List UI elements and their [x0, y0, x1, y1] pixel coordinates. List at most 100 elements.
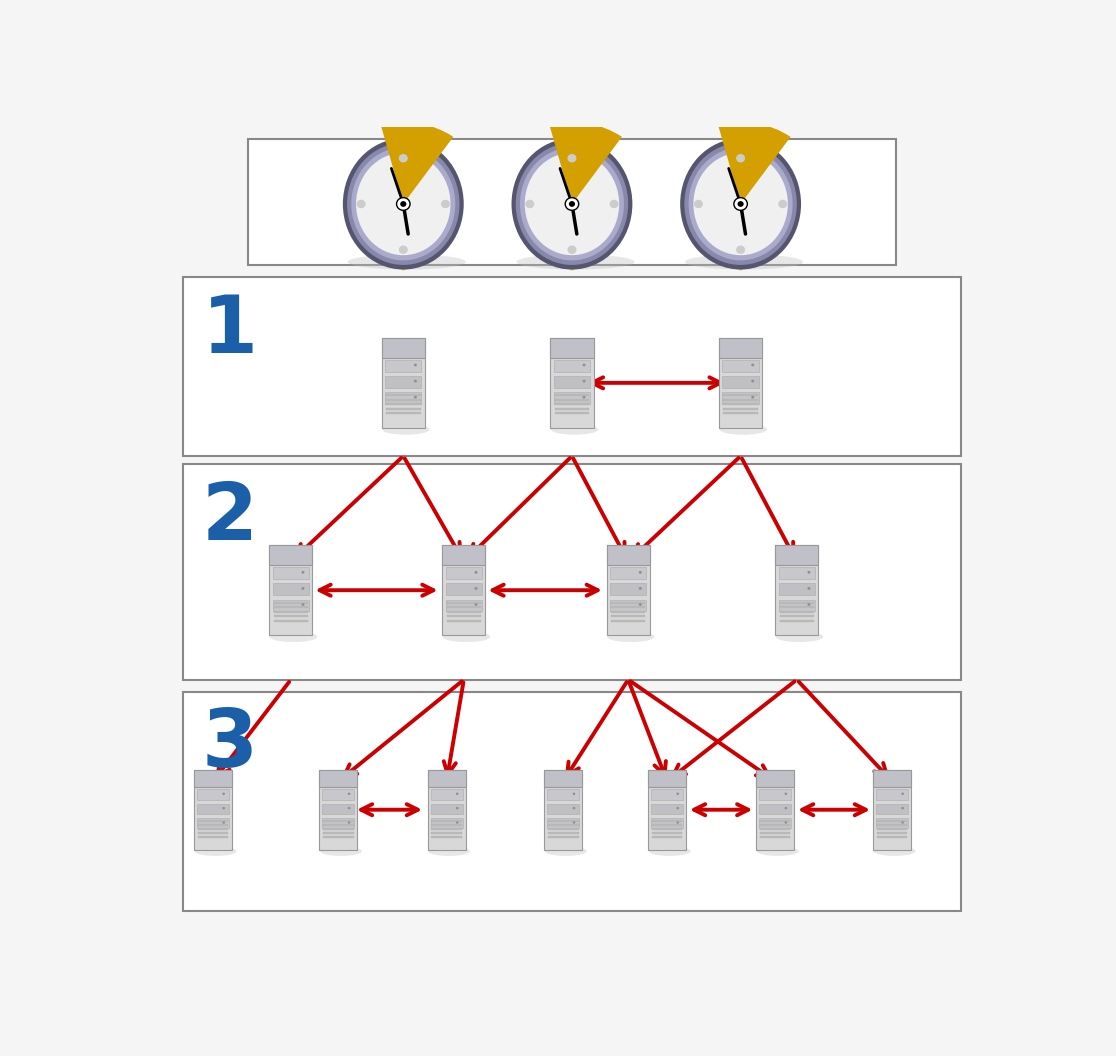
Bar: [759, 818, 791, 829]
Circle shape: [396, 197, 410, 210]
Ellipse shape: [685, 254, 804, 269]
Bar: [547, 818, 579, 829]
Bar: [547, 804, 579, 814]
Bar: [386, 412, 421, 414]
Bar: [431, 828, 462, 830]
Bar: [652, 828, 682, 830]
Bar: [719, 338, 762, 428]
Bar: [607, 546, 650, 635]
Bar: [324, 836, 354, 837]
Ellipse shape: [680, 138, 801, 269]
Bar: [198, 819, 229, 822]
Bar: [431, 819, 462, 822]
Bar: [610, 602, 645, 604]
Bar: [651, 790, 683, 799]
Bar: [760, 819, 790, 822]
Bar: [723, 412, 758, 414]
Bar: [319, 770, 357, 788]
Bar: [723, 408, 758, 410]
Circle shape: [441, 200, 450, 208]
Bar: [385, 376, 422, 388]
Circle shape: [474, 571, 478, 573]
Circle shape: [301, 571, 305, 573]
Bar: [779, 584, 815, 596]
Ellipse shape: [356, 153, 451, 256]
Ellipse shape: [443, 631, 490, 642]
Bar: [198, 818, 229, 829]
Circle shape: [785, 793, 787, 795]
Bar: [386, 399, 421, 400]
Bar: [269, 546, 312, 635]
Circle shape: [738, 201, 743, 207]
Bar: [319, 770, 357, 850]
Bar: [385, 392, 422, 403]
Bar: [723, 403, 758, 406]
Bar: [651, 804, 683, 814]
Ellipse shape: [348, 254, 465, 269]
Bar: [876, 818, 908, 829]
Circle shape: [301, 603, 305, 606]
Bar: [382, 338, 425, 358]
Text: 1: 1: [202, 291, 258, 370]
Bar: [648, 770, 686, 850]
Bar: [759, 790, 791, 799]
Bar: [194, 770, 232, 788]
Bar: [548, 819, 578, 822]
Ellipse shape: [382, 425, 430, 435]
Bar: [779, 567, 815, 579]
Bar: [610, 615, 645, 617]
Bar: [651, 818, 683, 829]
Bar: [877, 836, 907, 837]
Bar: [446, 610, 481, 612]
Circle shape: [222, 822, 225, 824]
Bar: [610, 620, 645, 622]
Bar: [198, 790, 229, 799]
Bar: [323, 818, 355, 829]
Circle shape: [526, 200, 535, 208]
Circle shape: [638, 587, 642, 590]
Bar: [723, 394, 758, 396]
Bar: [776, 546, 818, 635]
Circle shape: [583, 380, 586, 382]
Bar: [776, 546, 818, 565]
Circle shape: [751, 363, 754, 366]
Bar: [272, 567, 309, 579]
Circle shape: [455, 793, 459, 795]
Circle shape: [902, 807, 904, 809]
Bar: [759, 804, 791, 814]
Bar: [555, 412, 589, 414]
Bar: [431, 832, 462, 833]
Bar: [719, 338, 762, 358]
Text: 3: 3: [202, 706, 258, 785]
Bar: [324, 824, 354, 826]
Bar: [548, 832, 578, 833]
Bar: [554, 360, 590, 372]
Circle shape: [565, 197, 579, 210]
Circle shape: [348, 793, 350, 795]
Bar: [198, 804, 229, 814]
Bar: [198, 832, 229, 833]
Ellipse shape: [194, 847, 237, 856]
Ellipse shape: [520, 148, 624, 261]
Ellipse shape: [352, 148, 455, 261]
Bar: [648, 770, 686, 788]
Bar: [273, 620, 308, 622]
Circle shape: [902, 822, 904, 824]
Bar: [198, 824, 229, 826]
Ellipse shape: [320, 847, 362, 856]
Ellipse shape: [874, 847, 915, 856]
Circle shape: [348, 822, 350, 824]
Circle shape: [609, 200, 618, 208]
Circle shape: [778, 200, 787, 208]
Bar: [554, 376, 590, 388]
Circle shape: [573, 822, 575, 824]
Bar: [431, 836, 462, 837]
Bar: [427, 770, 465, 850]
Bar: [273, 610, 308, 612]
Bar: [445, 567, 482, 579]
Circle shape: [222, 793, 225, 795]
Bar: [760, 828, 790, 830]
Bar: [779, 602, 814, 604]
Circle shape: [694, 200, 703, 208]
Bar: [555, 408, 589, 410]
